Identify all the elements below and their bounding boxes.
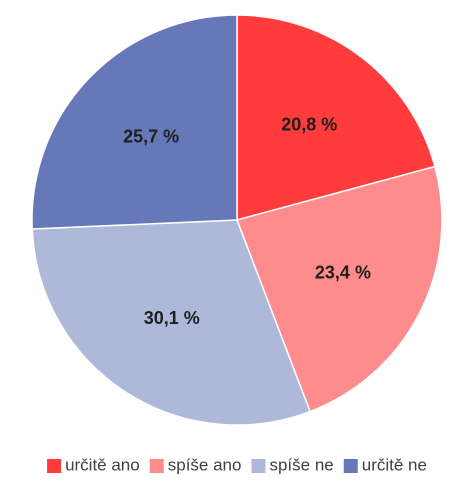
pie-slice-spise-ano [236, 165, 443, 413]
legend-item-spise-ne: spíše ne [251, 455, 334, 474]
chart-legend: určitě ano spíše ano spíše ne určitě ne [47, 455, 427, 474]
data-label-urcite-ne: 25,7 % [123, 127, 179, 147]
pie-slice-spise-ne [31, 219, 312, 426]
pie-slices [31, 14, 443, 426]
legend-swatch-urcite-ano [47, 459, 62, 473]
pie-labels: 20,8 % 23,4 % 30,1 % 25,7 % [123, 114, 371, 328]
legend-swatch-urcite-ne [343, 459, 358, 473]
data-label-urcite-ano: 20,8 % [281, 114, 337, 134]
data-label-spise-ano: 23,4 % [315, 263, 371, 283]
pie-slice-urcite-ne [31, 14, 238, 230]
legend-label-urcite-ano: určitě ano [65, 455, 140, 474]
legend-swatch-spise-ano [149, 459, 164, 473]
legend-item-urcite-ne: určitě ne [343, 455, 427, 474]
pie-slice-urcite-ano [236, 14, 436, 221]
legend-item-spise-ano: spíše ano [149, 455, 242, 474]
legend-label-urcite-ne: určitě ne [362, 455, 427, 474]
legend-label-spise-ano: spíše ano [168, 455, 242, 474]
data-label-spise-ne: 30,1 % [144, 308, 200, 328]
legend-swatch-spise-ne [251, 459, 266, 473]
legend-label-spise-ne: spíše ne [269, 455, 333, 474]
legend-item-urcite-ano: určitě ano [47, 455, 140, 474]
